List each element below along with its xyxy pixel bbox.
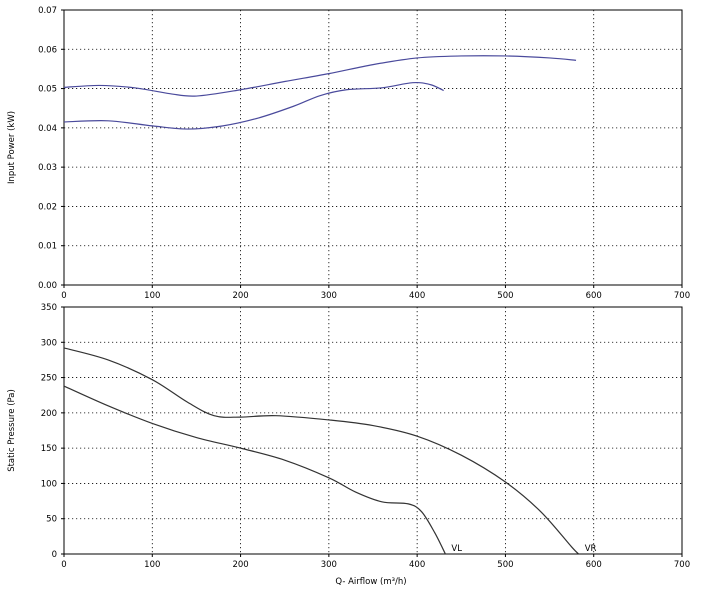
pressure-panel: 0 100 200 300 400 500 600 700 0 50 100 150 200 250 300…	[7, 303, 690, 587]
power-plot-frame	[63, 9, 683, 286]
power-x-tick-label: 200	[232, 291, 248, 301]
power-y-tick-label: 0.03	[38, 163, 57, 173]
pressure-x-tick-label: 0	[61, 560, 66, 570]
power-y-tick-label: 0.02	[38, 202, 57, 212]
pressure-x-axis-label: Q- Airflow (m³/h)	[335, 577, 406, 587]
power-panel: 0 100 200 300 400 500 600 700 0.00 0.01 0.02 0.03 0.…	[7, 6, 690, 301]
pressure-y-tick-label: 150	[41, 444, 57, 454]
pressure-series-vr-line	[64, 347, 580, 554]
pressure-y-tick-label: 200	[41, 409, 57, 419]
power-x-tick-label: 100	[144, 291, 160, 301]
power-x-tick-label: 700	[674, 291, 690, 301]
pressure-y-tick-label: 350	[41, 303, 57, 313]
pressure-y-tick-label: 100	[41, 479, 57, 489]
pressure-x-tick-label: 400	[409, 560, 425, 570]
power-x-tick-label: 600	[586, 291, 602, 301]
pressure-series-end-label: VL	[451, 544, 462, 554]
pressure-y-tick-label: 300	[41, 338, 57, 348]
power-y-tick-label: 0.01	[38, 242, 57, 252]
pressure-x-tick-label: 500	[497, 560, 513, 570]
pressure-y-tick-label: 250	[41, 374, 57, 384]
power-y-tick-label: 0.00	[38, 281, 57, 291]
power-y-tick-label: 0.05	[38, 85, 57, 95]
pressure-y-tick-label: 0	[52, 550, 57, 560]
pressure-x-tick-label: 300	[321, 560, 337, 570]
pressure-x-tick-label: 100	[144, 560, 160, 570]
pressure-x-tick-label: 700	[674, 560, 690, 570]
power-series-upper-line	[64, 55, 577, 97]
pressure-x-tick-label: 600	[586, 560, 602, 570]
pressure-series-vl-line	[64, 385, 446, 554]
pressure-series-end-label: VR	[585, 544, 597, 554]
power-x-tick-label: 0	[61, 291, 66, 301]
power-x-tick-label: 500	[497, 291, 513, 301]
power-y-tick-label: 0.04	[38, 124, 57, 134]
power-x-tick-label: 300	[321, 291, 337, 301]
power-y-axis-label: Input Power (kW)	[7, 111, 17, 184]
power-y-tick-label: 0.07	[38, 6, 57, 16]
pressure-y-tick-label: 50	[46, 515, 57, 525]
pressure-x-tick-label: 200	[232, 560, 248, 570]
power-series-lower-line	[64, 81, 444, 130]
pressure-plot-frame	[63, 306, 683, 555]
pressure-y-axis-label: Static Pressure (Pa)	[7, 389, 17, 472]
power-x-tick-label: 400	[409, 291, 425, 301]
power-y-tick-label: 0.06	[38, 45, 57, 55]
